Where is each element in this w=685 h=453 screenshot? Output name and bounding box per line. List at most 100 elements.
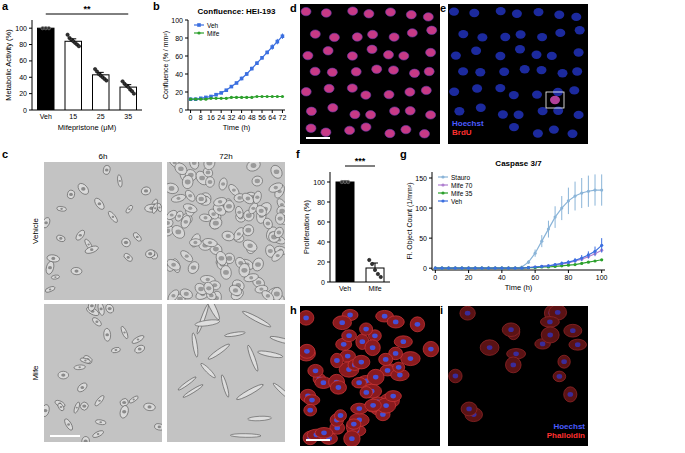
marker — [514, 267, 517, 270]
nucleus — [98, 202, 102, 205]
scale-bar — [306, 439, 330, 441]
marker — [434, 267, 437, 270]
stain-legend: BrdU — [452, 128, 472, 137]
series-line — [191, 36, 283, 99]
nucleus — [383, 357, 389, 362]
cell — [189, 238, 201, 246]
cell — [234, 206, 244, 219]
nucleus — [237, 232, 241, 235]
tick — [327, 222, 330, 223]
nucleus — [360, 339, 366, 344]
cell — [304, 395, 320, 406]
nucleus — [370, 345, 376, 350]
marker — [520, 267, 523, 270]
cell — [230, 433, 261, 437]
nucleus — [133, 399, 135, 401]
cell — [268, 181, 284, 194]
nucleus — [405, 88, 415, 96]
tick — [190, 110, 191, 113]
image-bg — [300, 306, 440, 446]
nucleus — [508, 327, 514, 332]
cell — [387, 316, 404, 328]
marker — [567, 264, 570, 267]
marker — [255, 61, 259, 65]
nucleus — [304, 349, 310, 354]
nucleus — [449, 88, 459, 96]
nucleus — [477, 33, 487, 41]
nucleus — [148, 405, 152, 408]
tick-label: 60 — [19, 57, 27, 64]
cell — [188, 162, 200, 170]
cell — [76, 181, 91, 196]
nucleus — [352, 33, 362, 41]
nucleus — [259, 209, 264, 213]
marker — [460, 267, 463, 270]
nucleus — [423, 13, 433, 21]
micrograph — [44, 304, 162, 442]
point — [368, 258, 371, 261]
series-line — [435, 245, 601, 268]
cell — [103, 328, 111, 341]
nucleus — [383, 403, 389, 408]
cell — [73, 401, 81, 413]
nucleus — [328, 104, 338, 112]
point — [105, 79, 108, 82]
nucleus — [370, 403, 376, 408]
nucleus — [301, 88, 311, 96]
tick-label: 56 — [258, 114, 266, 121]
marker — [255, 95, 258, 98]
nucleus — [206, 278, 210, 282]
axis-title: Confluence (% / mm²) — [162, 31, 170, 99]
marker — [467, 267, 470, 270]
nucleus — [382, 314, 388, 319]
nucleus — [84, 360, 86, 362]
tick-label: 64 — [268, 114, 276, 121]
marker — [587, 253, 590, 256]
nucleus — [547, 320, 553, 325]
tick — [185, 56, 188, 57]
tick — [468, 270, 469, 273]
nucleus — [500, 33, 510, 41]
tick-label: 80 — [19, 41, 27, 48]
cell — [300, 344, 315, 358]
tick — [231, 110, 232, 113]
nucleus — [401, 339, 407, 344]
marker — [487, 267, 490, 270]
nucleus — [177, 297, 183, 300]
nucleus — [329, 33, 339, 41]
bar — [93, 75, 110, 110]
marker — [224, 88, 228, 92]
nucleus — [389, 33, 399, 41]
nucleus — [188, 194, 192, 197]
nucleus — [555, 310, 561, 315]
nucleus — [247, 244, 252, 248]
nucleus — [184, 220, 189, 224]
nucleus — [496, 7, 506, 15]
nucleus — [495, 84, 505, 92]
chart-title: Caspase 3/7 — [495, 159, 542, 168]
nucleus — [347, 313, 353, 318]
tick-label: 0 — [321, 279, 325, 286]
nucleus — [303, 316, 309, 321]
nucleus — [487, 345, 493, 350]
marker — [567, 261, 570, 264]
nucleus — [309, 398, 315, 403]
nucleus — [175, 230, 181, 235]
nucleus — [348, 7, 358, 15]
point — [373, 268, 376, 271]
cell — [365, 399, 381, 411]
cell — [131, 334, 145, 345]
nucleus — [558, 69, 568, 77]
nucleus — [384, 90, 394, 98]
nucleus — [223, 270, 229, 275]
tick-label: 0 — [23, 107, 27, 114]
legend-swatch — [441, 199, 444, 202]
nucleus — [336, 385, 342, 390]
cell — [252, 190, 263, 204]
nucleus — [206, 162, 212, 165]
legend-swatch — [197, 23, 201, 27]
row-header: Vehicle — [31, 218, 40, 244]
nucleus — [324, 84, 334, 92]
nucleus — [568, 130, 578, 138]
marker — [480, 267, 483, 270]
